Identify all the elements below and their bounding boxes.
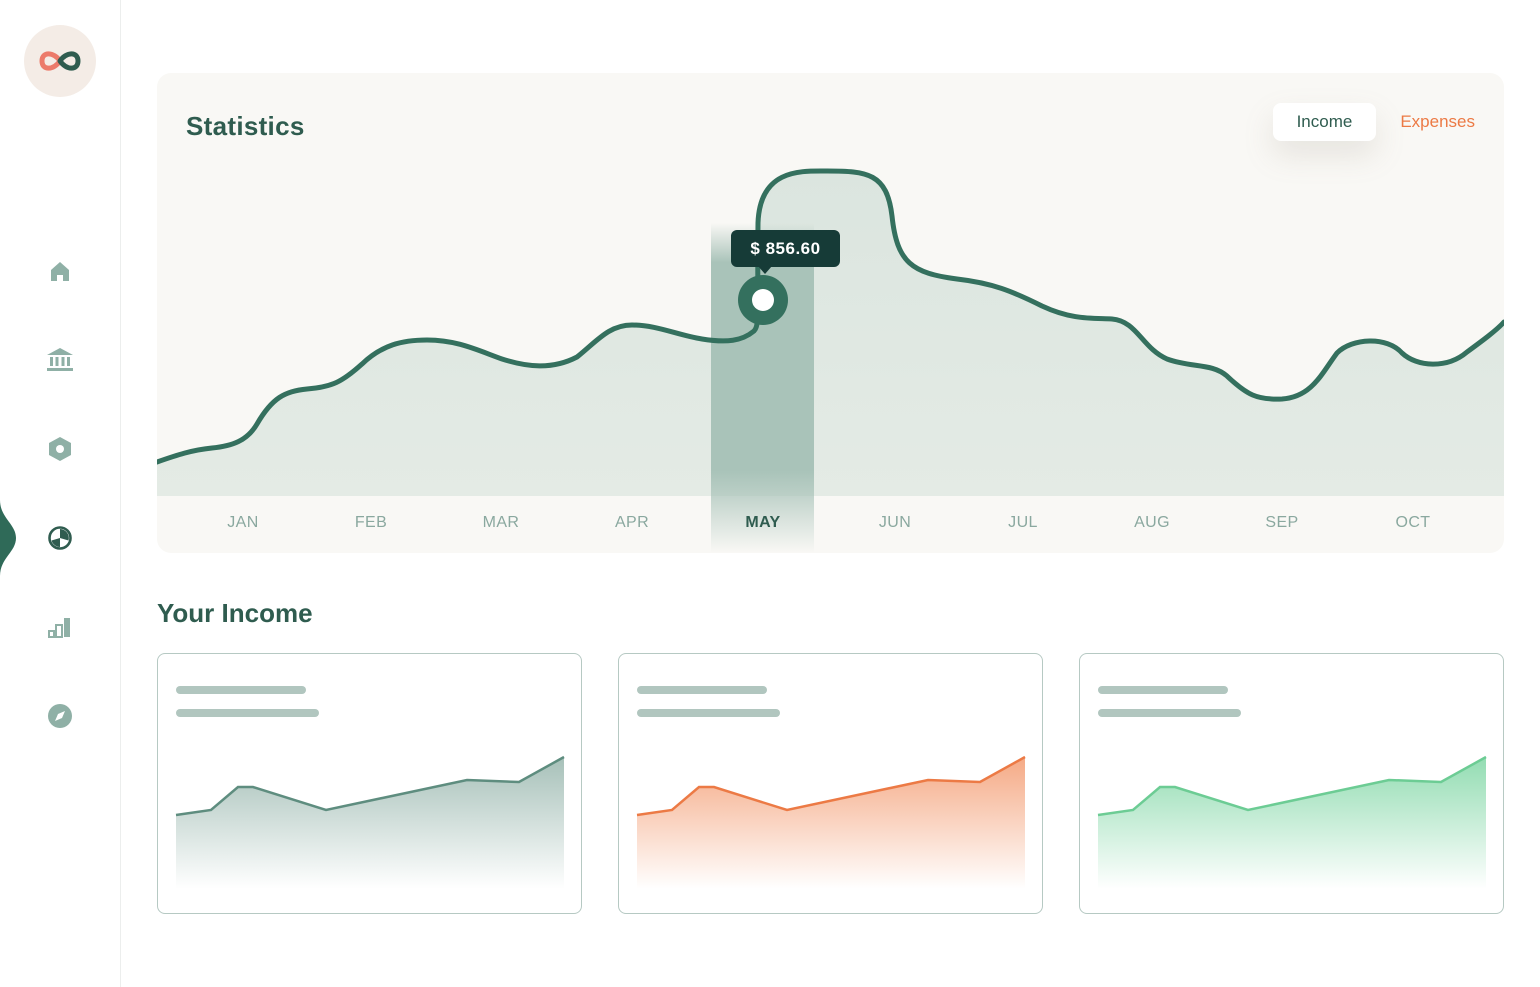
month-label[interactable]: JAN [227,514,259,531]
month-label[interactable]: JUL [1008,514,1038,531]
compass-icon [48,704,72,728]
statistics-title: Statistics [186,111,305,141]
income-line [157,168,1504,465]
statistics-card: Statistics Income Expenses $ 856.60 JAN … [157,73,1504,553]
active-indicator [0,500,16,576]
income-card[interactable] [1079,653,1504,914]
mini-area-chart [175,755,565,889]
mini-area-chart [636,755,1026,889]
sidebar-item-explore[interactable] [36,692,84,740]
month-label[interactable]: JUN [878,514,912,531]
month-label[interactable]: OCT [1395,514,1431,531]
income-tab[interactable]: Income [1272,103,1377,141]
mini-area-chart [1097,755,1487,889]
month-label[interactable]: SEP [1265,514,1299,531]
skeleton-line [637,709,780,717]
expenses-tab[interactable]: Expenses [1400,112,1475,131]
skeleton-line [637,686,767,694]
sidebar [0,0,121,987]
bar-chart-icon [48,618,70,638]
income-area [157,170,1504,496]
skeleton-line [1098,686,1228,694]
sidebar-item-bank[interactable] [36,335,84,383]
infinity-logo-icon [39,51,81,71]
chart-marker-center [752,289,774,311]
income-card[interactable] [157,653,582,914]
skeleton-line [1098,709,1241,717]
month-axis: JAN FEB MAR APR MAY JUN JUL AUG SEP OCT [157,496,1504,553]
income-section-title: Your Income [157,598,313,628]
pie-chart-icon [48,526,72,550]
month-label[interactable]: MAR [482,514,520,531]
value-tooltip: $ 856.60 [731,230,840,274]
sidebar-item-analytics[interactable] [36,514,84,562]
sidebar-item-settings[interactable] [36,425,84,473]
income-expenses-toggle: Income Expenses [1272,103,1484,141]
month-label-active[interactable]: MAY [745,514,781,531]
skeleton-line [176,709,319,717]
month-label[interactable]: FEB [354,514,388,531]
sidebar-item-home[interactable] [36,247,84,295]
month-label[interactable]: APR [614,514,650,531]
month-label[interactable]: AUG [1134,514,1170,531]
logo[interactable] [24,25,96,97]
skeleton-line [176,686,306,694]
sidebar-item-reports[interactable] [36,603,84,651]
bank-icon [47,348,73,371]
statistics-chart [157,168,1504,553]
hexagon-icon [49,437,71,461]
home-icon [51,262,69,281]
income-card[interactable] [618,653,1043,914]
